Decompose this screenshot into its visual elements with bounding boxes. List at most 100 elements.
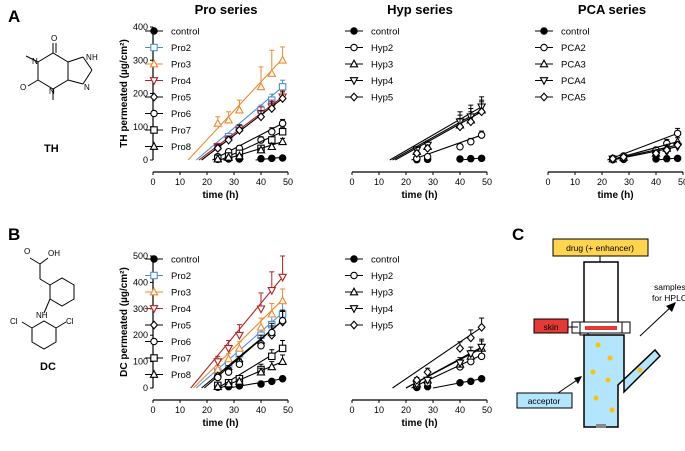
data-point: [467, 154, 475, 163]
legend-label: Pro3: [171, 60, 191, 71]
legend-label: Pro8: [171, 142, 191, 153]
data-point: [423, 367, 432, 377]
x-tick-label: 50: [482, 177, 492, 187]
legend-marker: [149, 92, 159, 102]
data-point: [608, 154, 617, 164]
data-point: [477, 375, 486, 383]
x-axis-label: time (h): [401, 190, 437, 201]
drug-label: drug (+ enhancer): [566, 243, 634, 253]
x-tick-label: 20: [401, 177, 411, 187]
data-point: [267, 286, 277, 296]
legend-marker: [150, 271, 158, 280]
x-tick-label: 10: [374, 405, 384, 415]
legend-label: control: [171, 255, 200, 266]
data-point: [477, 343, 487, 353]
samples-label-line2: for HPLC: [652, 293, 685, 303]
th-atom-n7: N: [86, 53, 92, 62]
legend-label: Pro6: [171, 337, 191, 348]
x-tick-label: 10: [175, 177, 185, 187]
x-tick-label: 40: [455, 405, 465, 415]
data-point: [213, 143, 222, 153]
legend-marker: [350, 255, 358, 263]
data-point: [278, 154, 287, 162]
legend-marker: [150, 354, 158, 362]
legend-label: Pro2: [171, 271, 191, 282]
th-atom-n3: N: [49, 87, 55, 96]
data-point: [477, 154, 486, 163]
data-point: [213, 358, 223, 367]
fit-line: [187, 58, 284, 161]
y-tick-label: 0: [143, 383, 148, 393]
data-point: [267, 309, 277, 318]
x-tick-label: 50: [283, 405, 293, 415]
data-point: [224, 354, 234, 363]
samples-label-line1: samples: [654, 282, 685, 292]
legend: control PCA2 PCA3 PCA4 PCA5: [535, 27, 590, 104]
legend-marker: [539, 92, 549, 102]
data-point: [214, 373, 222, 382]
x-tick-label: 30: [624, 177, 634, 187]
legend-marker: [349, 320, 359, 330]
data-point: [213, 154, 223, 163]
chart-th-pca-series: PCA series 0 10 20 30 40 50 time (h) control PCA2…: [535, 2, 685, 201]
data-point: [234, 343, 244, 352]
dc-label: DC: [40, 361, 56, 373]
data-point: [224, 115, 234, 124]
fit-line: [392, 326, 482, 389]
data-point: [412, 375, 421, 385]
data-point: [267, 141, 277, 151]
data-point: [466, 333, 475, 343]
legend-marker: [349, 287, 359, 296]
legend-marker: [150, 126, 158, 134]
legend-label: Hyp3: [371, 60, 393, 71]
legend-label: Pro7: [171, 126, 191, 137]
fit-line: [394, 111, 482, 161]
data-point: [224, 345, 234, 354]
y-axis-label: TH permeated (µg/cm²): [119, 39, 130, 148]
legend-label: PCA2: [561, 43, 586, 54]
legend-marker: [349, 305, 359, 314]
legend-marker: [349, 59, 359, 68]
y-tick-label: 500: [133, 251, 148, 261]
chart-title: PCA series: [578, 2, 646, 17]
series-pro5: [201, 91, 287, 161]
th-atom-o2: O: [20, 83, 26, 92]
x-tick-label: 40: [651, 177, 661, 187]
franz-cell-diagram: drug (+ enhancer) skin samples for HPLC …: [516, 238, 685, 428]
legend-marker: [149, 141, 159, 150]
x-tick-label: 0: [349, 405, 354, 415]
dc-atom-o: O: [24, 247, 30, 256]
data-point: [412, 148, 421, 158]
legend-label: control: [561, 27, 590, 38]
dc-atom-cl1: Cl: [10, 317, 18, 326]
x-tick-label: 50: [482, 405, 492, 415]
legend-marker: [350, 43, 358, 52]
x-tick-label: 20: [202, 405, 212, 415]
y-tick-label: 100: [133, 122, 148, 132]
data-point: [235, 360, 244, 368]
axes: 0 10 20 30 40 50 time (h): [545, 171, 685, 201]
series-pro8: [213, 354, 288, 391]
x-axis-label: time (h): [597, 190, 633, 201]
data-point: [213, 381, 223, 391]
legend: control Hyp2 Hyp3 Hyp4 Hyp5: [345, 255, 400, 332]
th-atom-h: H: [92, 53, 98, 62]
data-point: [256, 81, 266, 91]
acceptor-label: acceptor: [528, 396, 561, 406]
y-tick-label: 100: [133, 357, 148, 367]
legend-label: Hyp4: [371, 304, 393, 315]
legend-marker: [150, 255, 158, 263]
x-tick-label: 20: [597, 177, 607, 187]
data-point: [278, 127, 287, 136]
data-point: [673, 154, 682, 163]
y-tick-label: 400: [133, 22, 148, 32]
data-point: [455, 359, 465, 368]
legend-marker: [149, 77, 159, 86]
chart-dc-hyp-series: 0 10 20 30 40 50 time (h) control Hyp2 Hyp3 Hyp4 Hy…: [345, 255, 492, 429]
legend-marker: [150, 337, 158, 346]
data-point: [467, 137, 475, 146]
data-point: [224, 368, 233, 376]
x-tick-label: 10: [570, 177, 580, 187]
x-tick-label: 0: [150, 405, 155, 415]
legend-label: Pro8: [171, 370, 191, 381]
